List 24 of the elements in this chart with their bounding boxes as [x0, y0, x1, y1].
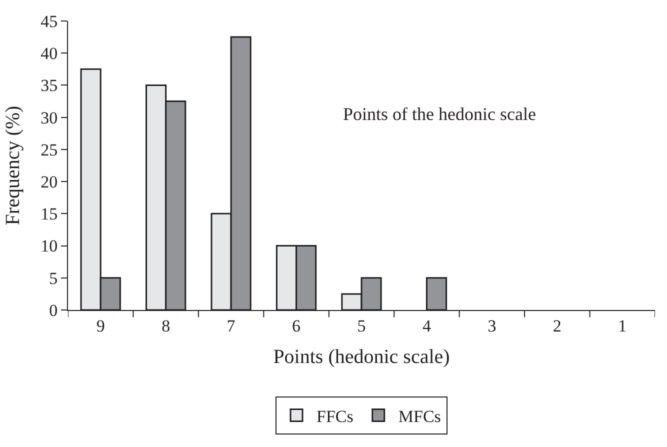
y-tick-label: 45	[40, 12, 58, 31]
x-tick-label: 7	[226, 316, 236, 336]
x-tick-label: 4	[422, 316, 432, 336]
x-tick-label: 3	[488, 316, 496, 336]
x-tick-label: 8	[162, 316, 170, 336]
x-tick-label: 1	[618, 316, 627, 336]
y-tick-label: 20	[40, 172, 58, 192]
y-tick-label: 5	[49, 268, 58, 288]
y-tick-label: 40	[40, 44, 58, 64]
y-tick-label: 30	[40, 108, 58, 128]
y-tick-label: 10	[40, 236, 58, 256]
annotation: Points of the hedonic scale	[343, 104, 536, 124]
x-tick-label: 2	[552, 316, 562, 336]
x-tick-label: 9	[96, 316, 105, 336]
legend-label: MFCs	[398, 406, 441, 426]
y-tick-label: 35	[40, 76, 58, 96]
x-tick-label: 6	[292, 316, 301, 336]
legend-label: FFCs	[316, 406, 354, 426]
y-tick-label: 0	[49, 300, 58, 320]
y-axis-title: Frequency (%)	[2, 106, 24, 226]
y-tick-label: 25	[40, 140, 58, 160]
y-tick-label: 15	[40, 204, 58, 224]
x-axis-title: Points (hedonic scale)	[273, 346, 450, 368]
x-tick-label: 5	[357, 316, 366, 336]
